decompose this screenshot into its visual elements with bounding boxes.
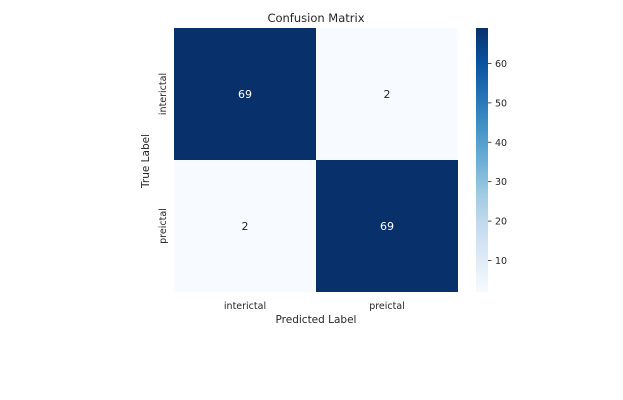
colorbar-tick-label: 10 <box>495 256 507 267</box>
cell-value-label: 2 <box>242 220 249 233</box>
x-tick-label: interictal <box>224 301 266 312</box>
cell-value-label: 69 <box>380 220 394 233</box>
colorbar-tick-label: 30 <box>495 177 507 188</box>
heatmap-cell <box>174 28 316 160</box>
colorbar <box>476 28 488 292</box>
heatmap-cell <box>316 28 458 160</box>
y-tick-label: preictal <box>158 208 169 244</box>
colorbar-tick-label: 50 <box>495 98 507 109</box>
colorbar-tick-label: 40 <box>495 138 507 149</box>
colorbar-ticks: 10 20 30 40 50 60 <box>488 59 507 267</box>
heatmap-cell <box>316 160 458 292</box>
y-axis-label: True Label <box>140 134 152 189</box>
heatmap-grid: 69 2 2 69 <box>174 28 458 292</box>
y-tick-labels: interictal preictal <box>158 73 169 244</box>
x-axis-label: Predicted Label <box>276 314 357 326</box>
chart-title: Confusion Matrix <box>267 11 364 25</box>
x-tick-label: preictal <box>369 301 405 312</box>
y-tick-label: interictal <box>158 73 169 115</box>
colorbar-tick-label: 20 <box>495 217 507 228</box>
heatmap-cell <box>174 160 316 292</box>
x-tick-labels: interictal preictal <box>224 301 405 312</box>
cell-value-label: 69 <box>238 88 252 101</box>
cell-value-label: 2 <box>384 88 391 101</box>
colorbar-tick-label: 60 <box>495 59 507 70</box>
